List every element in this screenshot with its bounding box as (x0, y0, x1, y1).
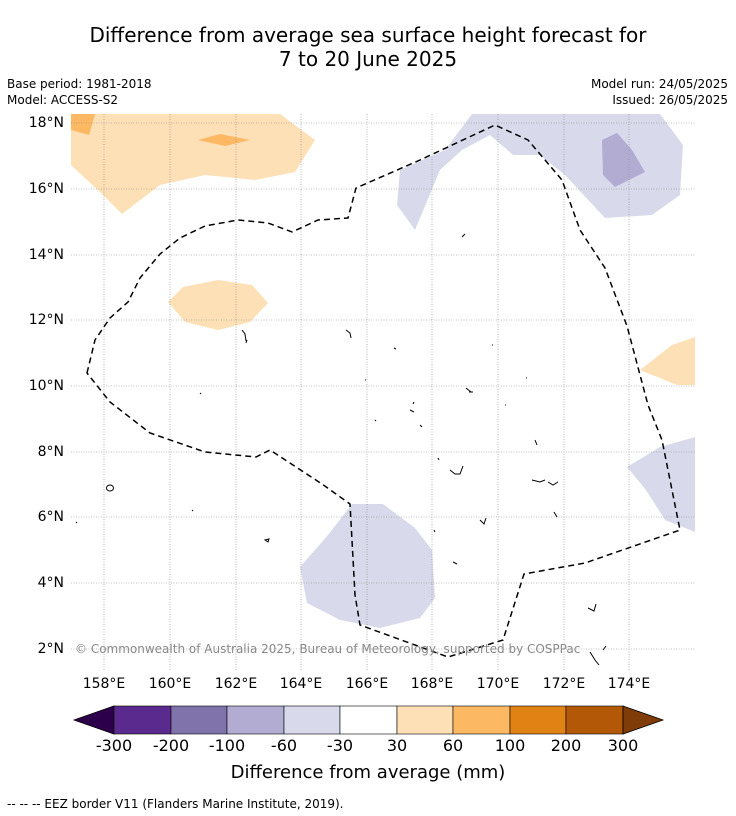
colorbar-tick: 60 (442, 736, 464, 755)
colorbar-segment (226, 705, 285, 735)
copyright-text: © Commonwealth of Australia 2025, Bureau… (75, 642, 581, 656)
model-run-text: Model run: 24/05/2025 (590, 77, 728, 91)
colorbar (72, 705, 665, 735)
lon-label-168e: 168°E (410, 676, 454, 692)
positive-anomaly-region (640, 337, 695, 385)
colorbar-tick: 30 (386, 736, 408, 755)
map-title-line1: Difference from average sea surface heig… (89, 23, 647, 47)
negative-anomaly-core (602, 133, 645, 187)
colorbar-segment (283, 705, 341, 735)
colorbar-label: Difference from average (mm) (230, 762, 506, 783)
map-gridlines (71, 114, 695, 670)
lat-label-18n: 18°N (28, 115, 64, 131)
colorbar-segment (72, 705, 115, 735)
lat-label-4n: 4°N (37, 575, 64, 591)
issued-text: Issued: 26/05/2025 (612, 93, 728, 107)
lon-label-164e: 164°E (279, 676, 323, 692)
positive-anomaly-core (198, 134, 250, 146)
positive-anomaly-region (168, 280, 268, 330)
lon-label-158e: 158°E (82, 676, 126, 692)
colorbar-tick: -200 (152, 736, 190, 755)
lon-label-166e: 166°E (345, 676, 389, 692)
lon-label-162e: 162°E (214, 676, 258, 692)
colorbar-segment (565, 705, 624, 735)
colorbar-segment (622, 705, 665, 735)
colorbar-tick: -100 (208, 736, 246, 755)
negative-anomaly-region (627, 437, 695, 532)
lon-label-174e: 174°E (607, 676, 651, 692)
colorbar-segment (509, 705, 567, 735)
colorbar-segment (113, 705, 172, 735)
colorbar-tick: -300 (95, 736, 133, 755)
colorbar-tick: 100 (494, 736, 526, 755)
lat-label-12n: 12°N (28, 312, 64, 328)
colorbar-tick: 300 (607, 736, 639, 755)
lat-label-16n: 16°N (28, 181, 64, 197)
eez-border (86, 124, 681, 658)
lon-label-170e: 170°E (476, 676, 520, 692)
lat-label-6n: 6°N (37, 509, 64, 525)
eez-legend: -- -- -- EEZ border V11 (Flanders Marine… (7, 797, 344, 811)
colorbar-segment (452, 705, 511, 735)
negative-anomaly-region (300, 504, 435, 628)
coastlines (75, 233, 607, 666)
lon-label-172e: 172°E (542, 676, 586, 692)
colorbar-segment (339, 705, 398, 735)
colorbar-segment (170, 705, 228, 735)
positive-anomaly-core (71, 114, 95, 135)
colorbar-tick: 200 (550, 736, 582, 755)
anomaly-fills (71, 114, 695, 628)
positive-anomaly-region (71, 114, 315, 214)
lat-label-8n: 8°N (37, 444, 64, 460)
colorbar-tick: -30 (326, 736, 354, 755)
base-period-text: Base period: 1981-2018 (7, 77, 152, 91)
model-text: Model: ACCESS-S2 (7, 93, 119, 107)
lon-label-160e: 160°E (148, 676, 192, 692)
lat-label-2n: 2°N (37, 641, 64, 657)
lat-label-10n: 10°N (28, 378, 64, 394)
colorbar-segment (396, 705, 454, 735)
map-title-line2: 7 to 20 June 2025 (278, 47, 458, 71)
colorbar-tick: -60 (270, 736, 298, 755)
lat-label-14n: 14°N (28, 247, 64, 263)
